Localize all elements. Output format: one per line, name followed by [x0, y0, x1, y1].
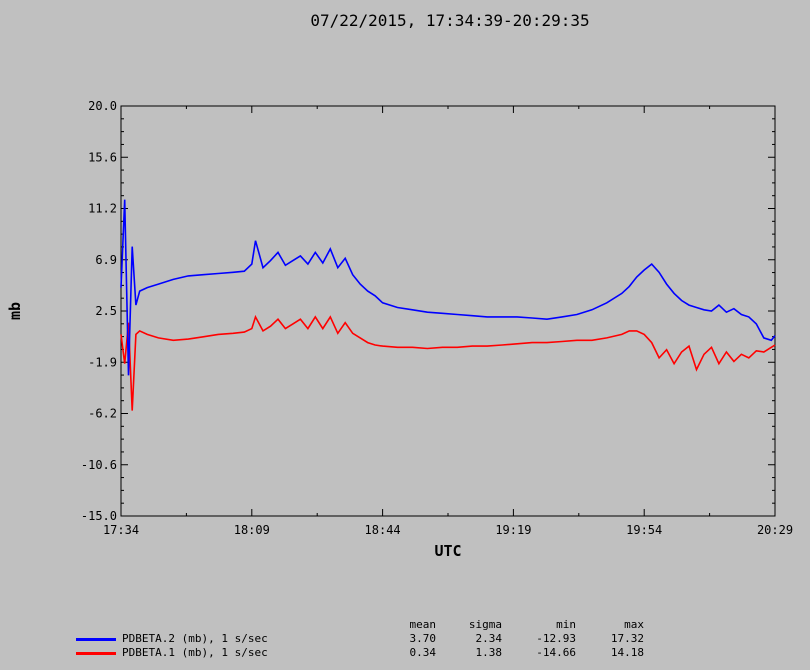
y-tick-label: -15.0 — [81, 509, 117, 523]
series-line-pdbeta1 — [120, 314, 776, 411]
y-tick-label: -10.6 — [81, 458, 117, 472]
chart-title: 07/22/2015, 17:34:39-20:29:35 — [310, 11, 589, 30]
y-axis-label: mb — [6, 302, 24, 320]
x-tick-label: 18:44 — [365, 523, 401, 537]
x-tick-label: 19:19 — [495, 523, 531, 537]
series-line-pdbeta2 — [120, 199, 776, 376]
stat-max-pdbeta1: 14.18 — [610, 646, 644, 659]
stat-header-mean: mean — [409, 618, 437, 631]
stat-sigma-pdbeta1: 1.38 — [475, 646, 503, 659]
x-tick-label: 17:34 — [103, 523, 139, 537]
stat-header-sigma: sigma — [468, 618, 502, 631]
y-tick-label: 15.6 — [88, 150, 117, 164]
stat-min-pdbeta2: -12.93 — [536, 632, 576, 645]
y-axis-ticks: 20.0 15.6 11.2 6.9 2.5 -1.9 -6.2 -10.6 -15.0 — [81, 99, 775, 523]
x-tick-label: 18:09 — [234, 523, 270, 537]
stat-max-pdbeta2: 17.32 — [610, 632, 644, 645]
y-tick-label: -1.9 — [88, 355, 117, 369]
x-axis-label: UTC — [434, 542, 461, 560]
plot-area — [120, 105, 776, 517]
legend-swatch-pdbeta1 — [76, 651, 116, 655]
legend-swatch-pdbeta2 — [76, 637, 116, 641]
y-tick-label: 20.0 — [88, 99, 117, 113]
stat-mean-pdbeta1: 0.34 — [409, 646, 437, 659]
legend-label-pdbeta1: PDBETA.1 (mb), 1 s/sec — [122, 646, 268, 659]
x-axis-ticks: 17:34 18:09 18:44 19:19 19:54 20:29 — [103, 106, 793, 537]
legend-row-pdbeta2: PDBETA.2 (mb), 1 s/sec 3.70 2.34 -12.93 … — [76, 632, 644, 646]
stat-header-max: max — [624, 618, 644, 631]
stat-header-min: min — [556, 618, 576, 631]
x-tick-label: 20:29 — [757, 523, 793, 537]
stat-sigma-pdbeta2: 2.34 — [475, 632, 503, 645]
x-tick-label: 19:54 — [626, 523, 662, 537]
stat-mean-pdbeta2: 3.70 — [409, 632, 437, 645]
legend-header-row: mean sigma min max — [76, 618, 645, 632]
legend-stats-table: mean sigma min max PDBETA.2 (mb), 1 s/se… — [76, 618, 644, 660]
y-tick-label: 11.2 — [88, 202, 117, 216]
y-tick-label: 2.5 — [95, 304, 117, 318]
stat-min-pdbeta1: -14.66 — [536, 646, 576, 659]
y-tick-label: -6.2 — [88, 407, 117, 421]
y-tick-label: 6.9 — [95, 253, 117, 267]
legend-row-pdbeta1: PDBETA.1 (mb), 1 s/sec 0.34 1.38 -14.66 … — [76, 646, 644, 660]
series-layer — [120, 199, 776, 411]
legend-label-pdbeta2: PDBETA.2 (mb), 1 s/sec — [122, 632, 268, 645]
